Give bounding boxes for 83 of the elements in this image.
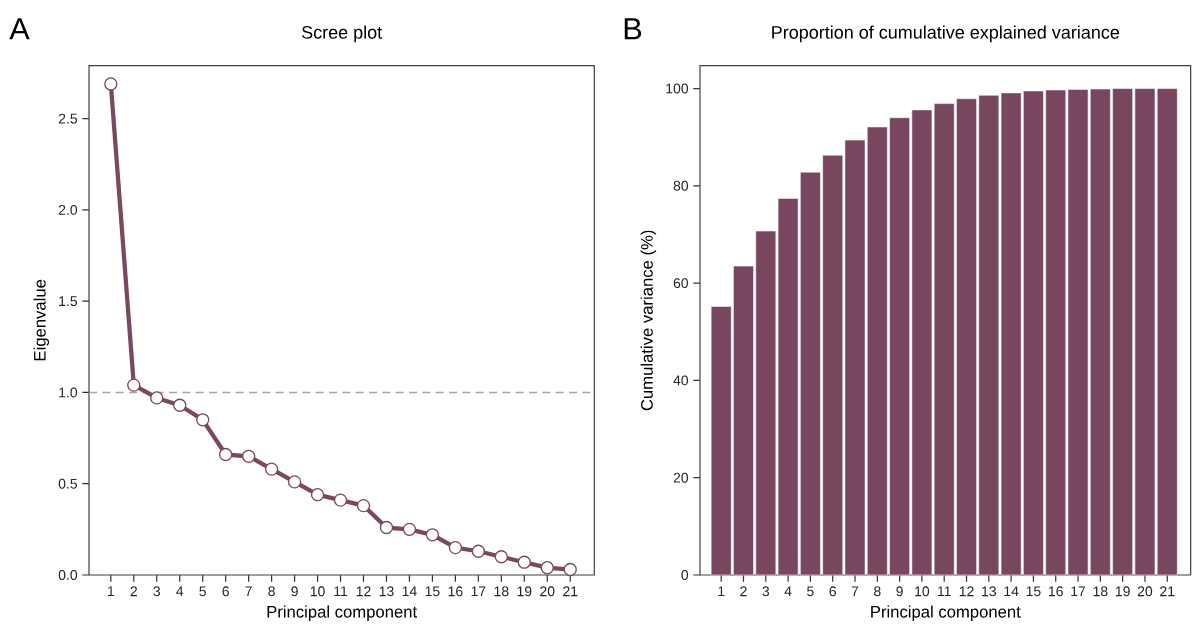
y-tick-label: 80 — [673, 180, 689, 191]
point — [310, 487, 325, 502]
x-tick-label: 12 — [356, 586, 371, 597]
x-tick-label: 9 — [896, 586, 903, 597]
y-tick-label: 0 — [681, 570, 689, 580]
x-tick-label: 20 — [1137, 586, 1153, 597]
y-tick-label: 1.0 — [59, 387, 78, 398]
x-tick-label: 11 — [334, 586, 348, 596]
x-tick-label: 17 — [471, 586, 486, 596]
x-tick-label: 3 — [762, 586, 770, 597]
x-tick-label: 18 — [494, 586, 509, 597]
x-tick-label: 16 — [1049, 586, 1063, 597]
x-tick-label: 3 — [153, 586, 161, 597]
x-tick-label: 6 — [222, 586, 229, 597]
x-tick-label: 17 — [1071, 586, 1086, 596]
x-tick-label: 21 — [563, 586, 578, 597]
x-tick-label: 15 — [1026, 586, 1041, 597]
x-tick-label: 18 — [1093, 586, 1108, 597]
x-tick-label: 12 — [959, 586, 974, 597]
x-tick-label: 10 — [310, 586, 325, 597]
x-tick-label: 14 — [402, 586, 417, 596]
x-tick-label: 7 — [245, 586, 252, 596]
y-tick-label: 40 — [673, 375, 689, 386]
x-tick-label: 7 — [851, 586, 859, 596]
x-tick-label: 8 — [268, 586, 275, 597]
x-tick-label: 6 — [829, 586, 836, 597]
x-tick-label: 20 — [540, 586, 555, 597]
y-tick-label: 100 — [666, 83, 689, 94]
x-tick-label: 5 — [199, 586, 207, 597]
y-tick-label: 1.5 — [59, 296, 78, 307]
chart-title: Proportion of cumulative explained variance — [772, 25, 1120, 43]
x-tick-label: 19 — [517, 586, 532, 597]
point — [287, 475, 302, 489]
chart-title: Scree plot — [301, 25, 383, 43]
point — [150, 391, 164, 405]
x-tick-label: 14 — [1004, 586, 1019, 596]
x-tick-label: 13 — [379, 586, 394, 597]
point — [241, 449, 256, 463]
x-tick-label: 13 — [982, 586, 996, 597]
point — [356, 498, 371, 513]
y-tick-label: 0.5 — [58, 478, 78, 489]
x-tick-label: 11 — [938, 586, 951, 596]
y-tick-label: 0.0 — [58, 570, 78, 580]
point — [494, 550, 508, 564]
point — [173, 398, 187, 412]
x-tick-label: 2 — [740, 586, 747, 597]
x-axis-title: Principal component — [871, 605, 1021, 621]
x-tick-label: 4 — [176, 586, 184, 596]
y-axis-title: Cumulative variance (%) — [640, 230, 657, 411]
x-tick-label: 1 — [718, 586, 725, 596]
x-tick-label: 15 — [425, 586, 440, 597]
x-tick-label: 1 — [108, 586, 115, 596]
y-axis-title: Eigenvalue — [33, 279, 50, 361]
point — [425, 528, 440, 542]
point — [379, 520, 394, 535]
point — [104, 77, 118, 91]
text: B — [624, 18, 642, 40]
x-tick-label: 21 — [1160, 586, 1175, 597]
y-tick-label: 2.0 — [58, 204, 78, 215]
y-tick-label: 2.5 — [58, 113, 78, 124]
point — [402, 522, 417, 537]
x-tick-label: 8 — [874, 586, 881, 597]
x-tick-label: 10 — [915, 586, 930, 597]
x-tick-label: 19 — [1115, 586, 1130, 597]
point — [517, 555, 531, 569]
x-tick-label: 9 — [291, 586, 298, 597]
point — [471, 544, 486, 558]
y-tick-label: 20 — [673, 472, 689, 483]
x-tick-label: 16 — [448, 586, 463, 597]
x-tick-label: 2 — [130, 586, 137, 597]
point — [333, 493, 348, 507]
point — [127, 378, 141, 392]
x-tick-label: 4 — [784, 586, 792, 596]
point — [448, 540, 463, 555]
x-tick-label: 5 — [807, 586, 814, 597]
text: A — [9, 18, 30, 40]
point — [264, 462, 279, 476]
point — [540, 561, 554, 575]
point — [563, 562, 577, 577]
y-tick-label: 60 — [673, 278, 689, 289]
point — [196, 413, 210, 427]
point — [219, 447, 233, 462]
x-axis-title: Principal component — [267, 605, 418, 621]
